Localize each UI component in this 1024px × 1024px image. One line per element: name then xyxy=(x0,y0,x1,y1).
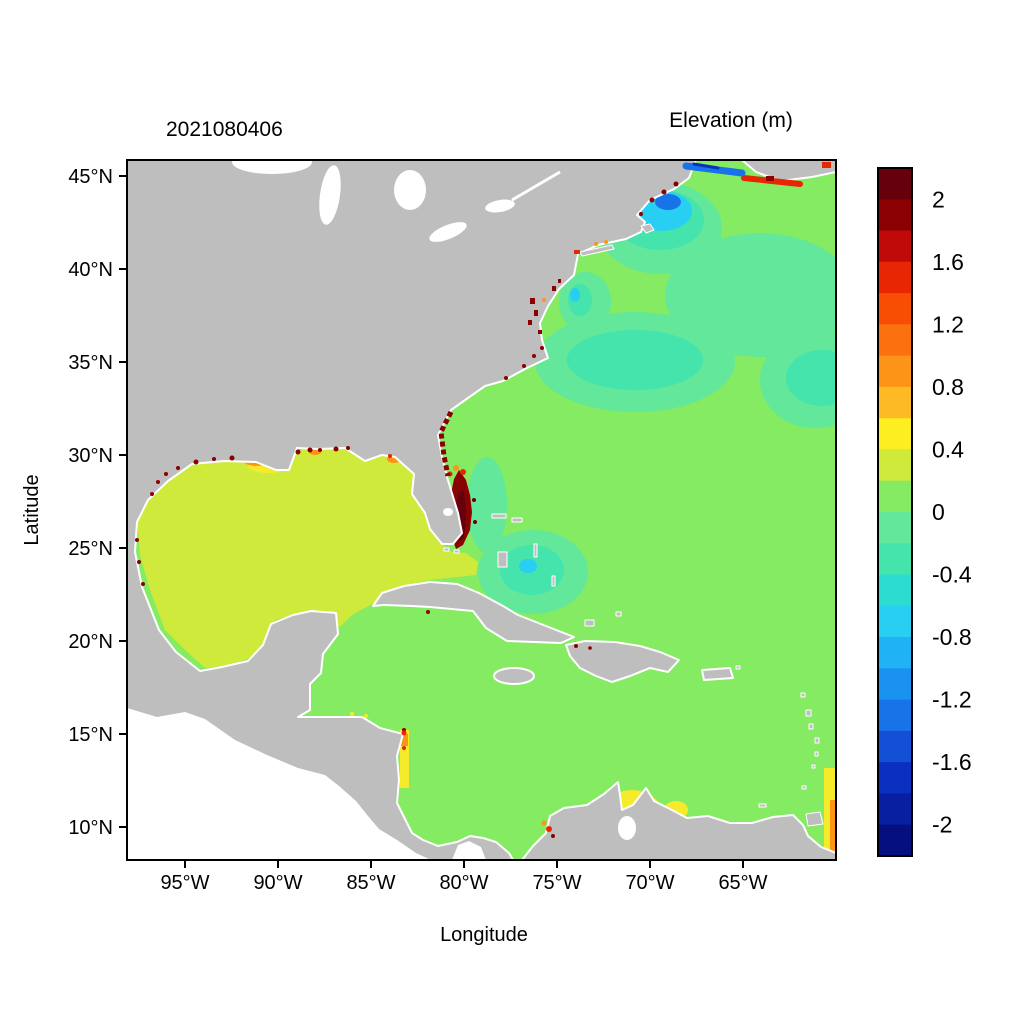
lake-huron xyxy=(394,170,426,210)
plot-frame xyxy=(126,159,837,861)
map-plot-area xyxy=(127,160,836,860)
colorbar-tick-label: -0.8 xyxy=(932,624,972,650)
colorbar-tick-label: -0.4 xyxy=(932,562,972,588)
colorbar-cell xyxy=(878,512,912,544)
colorbar-cell xyxy=(878,355,912,388)
run-timestamp-title: 2021080406 xyxy=(166,118,283,141)
bahamas-islands xyxy=(491,513,622,627)
georgia-coast-fringe xyxy=(438,410,454,477)
colorbar-cell xyxy=(878,386,912,419)
colorbar-cell xyxy=(878,168,912,200)
florida-keys xyxy=(443,547,460,554)
x-tick-label: 75°W xyxy=(532,872,581,894)
colorbar-cells xyxy=(878,168,912,857)
cuba-land xyxy=(372,581,575,644)
pacific-no-data xyxy=(127,708,431,860)
cape-cod-land xyxy=(640,223,655,234)
colorbar-cell xyxy=(878,793,912,826)
colorbar-cell xyxy=(878,668,912,701)
colorbar-cell xyxy=(878,730,912,763)
x-tick-label: 70°W xyxy=(625,872,674,894)
y-tick-label: 40°N xyxy=(68,259,113,281)
puerto-rico-land xyxy=(701,667,734,681)
lake-maracaibo xyxy=(618,816,636,840)
y-tick-label: 30°N xyxy=(68,445,113,467)
lake-erie xyxy=(429,222,467,242)
st-lawrence-river xyxy=(511,170,561,202)
x-tick-label: 95°W xyxy=(160,872,209,894)
x-tick-label: 85°W xyxy=(346,872,395,894)
colorbar-cell xyxy=(878,699,912,732)
x-tick-label: 80°W xyxy=(439,872,488,894)
colorbar-tick-label: -2 xyxy=(932,812,952,838)
colorbar-tick-label: 1.6 xyxy=(932,249,964,275)
lesser-antilles-islands xyxy=(735,665,820,808)
x-tick-label: 65°W xyxy=(718,872,767,894)
colorbar-tick-label: -1.6 xyxy=(932,749,972,775)
lake-ontario xyxy=(485,199,515,213)
south-america-land xyxy=(521,781,836,860)
colorbar-cell xyxy=(878,574,912,607)
y-tick-label: 15°N xyxy=(68,724,113,746)
colorbar-cell xyxy=(878,637,912,669)
y-tick-label: 20°N xyxy=(68,631,113,653)
colorbar-cell xyxy=(878,324,912,357)
colorbar-cell xyxy=(878,824,912,857)
colorbar-tick-label: 1.2 xyxy=(932,311,964,337)
no-data-and-lakes xyxy=(127,160,561,860)
colorbar-cell xyxy=(878,480,912,513)
colorbar-tick-labels: 2 1.6 1.2 0.8 0.4 0 -0.4 -0.8 -1.2 -1.6 -2 xyxy=(932,186,972,837)
x-axis-label: Longitude xyxy=(440,924,528,946)
colorbar-cell xyxy=(878,199,912,232)
jamaica-land xyxy=(493,667,535,685)
gulf-of-panama-no-data xyxy=(452,841,486,860)
y-tick-label: 35°N xyxy=(68,352,113,374)
colorbar-cell xyxy=(878,605,912,638)
colorbar-tick-label: 0.8 xyxy=(932,374,964,400)
nova-scotia-land xyxy=(741,160,836,182)
y-tick-label: 45°N xyxy=(68,166,113,188)
colorbar-tick-label: 0.4 xyxy=(932,436,964,462)
colorbar-title: Elevation (m) xyxy=(669,109,793,132)
lake-superior xyxy=(232,160,312,174)
gulf-of-maine-blue-core xyxy=(655,194,681,210)
colorbar-tick-label: -1.2 xyxy=(932,687,972,713)
colorbar-cell xyxy=(878,449,912,482)
y-tick-label: 10°N xyxy=(68,817,113,839)
coastal-surge-speckles xyxy=(135,162,831,840)
colorbar-cell xyxy=(878,230,912,263)
lake-michigan xyxy=(319,165,341,225)
y-axis-ticks: 45°N 40°N 35°N 30°N 25°N 20°N 15°N 10°N xyxy=(68,166,127,839)
colorbar-tick-label: 2 xyxy=(932,186,945,212)
trinidad-land xyxy=(805,811,824,827)
x-axis-ticks: 95°W 90°W 85°W 80°W 75°W 70°W 65°W xyxy=(160,860,768,894)
upper-fundy-low-streak xyxy=(682,162,746,177)
gulf-of-mexico-high-surface xyxy=(137,442,478,668)
upper-fundy-deep-low-streak xyxy=(692,162,720,170)
x-tick-label: 90°W xyxy=(253,872,302,894)
land-masses xyxy=(127,160,836,860)
colorbar-cell xyxy=(878,543,912,575)
lake-okeechobee xyxy=(443,508,453,516)
colorbar-cell xyxy=(878,293,912,325)
hispaniola-land xyxy=(565,640,680,683)
colorbar-cell xyxy=(878,762,912,794)
colorbar-cell xyxy=(878,418,912,450)
y-tick-label: 25°N xyxy=(68,538,113,560)
colorbar-frame xyxy=(877,167,913,857)
colorbar-tick-label: 0 xyxy=(932,499,945,525)
y-axis-label: Latitude xyxy=(21,474,43,545)
minas-basin-high-spot xyxy=(766,176,774,181)
long-island-land xyxy=(579,244,615,257)
colorbar-cell xyxy=(878,261,912,294)
